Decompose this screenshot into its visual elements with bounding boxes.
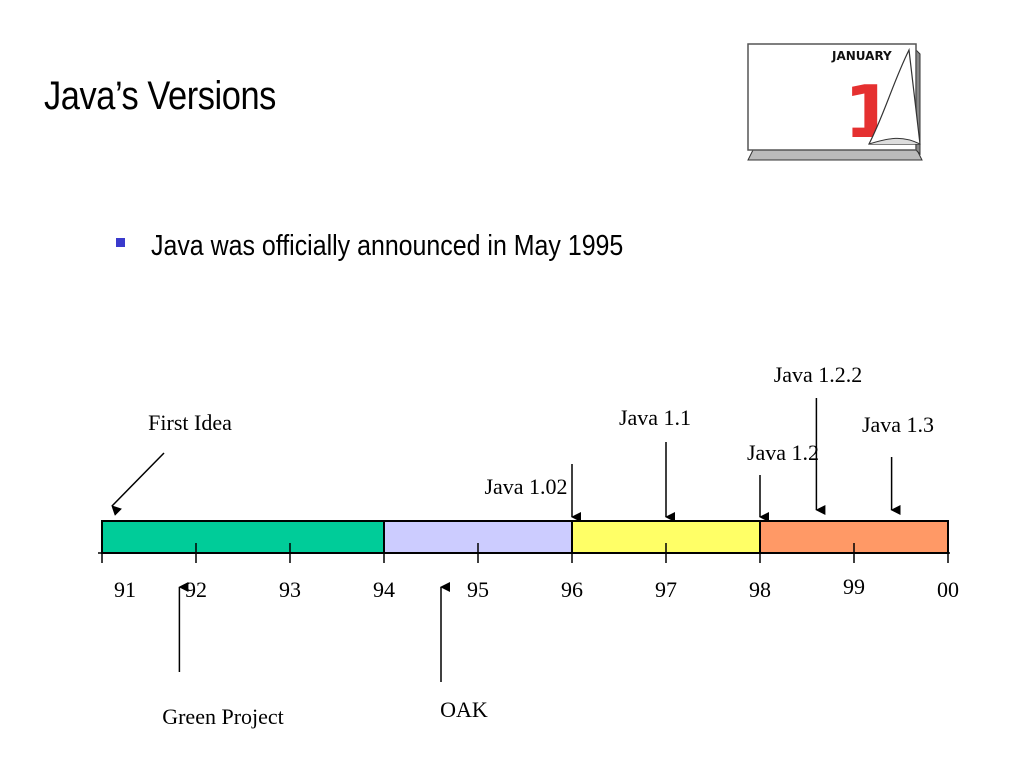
calendar-month: JANUARY <box>831 49 892 63</box>
year-label-94: 94 <box>373 577 395 602</box>
event-below-label: OAK <box>440 697 488 722</box>
calendar-icon: JANUARY 1 <box>744 40 924 170</box>
event-label: Java 1.1 <box>619 405 691 430</box>
event-label: Java 1.3 <box>862 412 934 437</box>
bullet-square-icon <box>116 238 125 247</box>
year-label-98: 98 <box>749 577 771 602</box>
event-below-label: Green Project <box>162 704 284 729</box>
slide-title: Java’s Versions <box>44 74 276 118</box>
year-label-93: 93 <box>279 577 301 602</box>
timeline-segment-91-94 <box>101 520 385 554</box>
year-label-91: 91 <box>114 577 136 602</box>
bullet-text: Java was officially announced in May 199… <box>151 230 624 262</box>
event-label: Java 1.02 <box>484 474 567 499</box>
year-label-99: 99 <box>843 574 865 599</box>
first-idea-arrow <box>111 452 165 516</box>
event-label: Java 1.2.2 <box>774 362 863 387</box>
year-label-95: 95 <box>467 577 489 602</box>
bullet-item: Java was officially announced in May 199… <box>116 230 700 263</box>
year-label-97: 97 <box>655 577 677 602</box>
event-label: Java 1.2 <box>747 440 819 465</box>
year-label-96: 96 <box>561 577 583 602</box>
year-label-92: 92 <box>185 577 207 602</box>
first-idea-label: First Idea <box>148 410 232 435</box>
year-label-00: 00 <box>937 577 959 602</box>
